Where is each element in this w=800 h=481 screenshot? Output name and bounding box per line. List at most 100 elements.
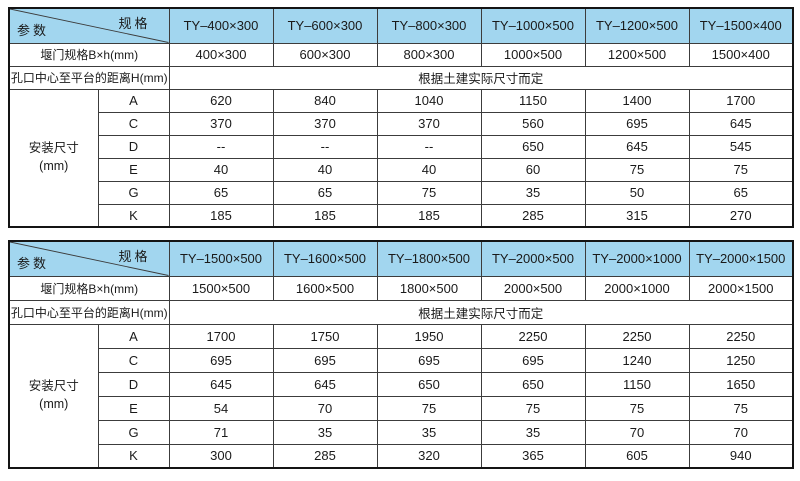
install-group-line2: (mm) bbox=[39, 158, 69, 173]
value-cell: 285 bbox=[480, 203, 586, 228]
install-row-K: K 185 185 185 285 315 270 bbox=[9, 203, 794, 228]
value-cell: 75 bbox=[376, 180, 482, 205]
value-cell: 75 bbox=[376, 395, 482, 421]
value-cell: 75 bbox=[480, 395, 586, 421]
value-cell: 840 bbox=[272, 88, 378, 113]
value-cell: 370 bbox=[376, 111, 482, 136]
install-group-line2: (mm) bbox=[39, 396, 69, 411]
param-key-cell: G bbox=[97, 419, 170, 445]
install-row-D: D -- -- -- 650 645 545 bbox=[9, 134, 794, 159]
param-key-cell: E bbox=[97, 395, 170, 421]
gate-spec-cell: 1200×500 bbox=[584, 42, 690, 67]
install-row-E: E 54 70 75 75 75 75 bbox=[9, 395, 794, 421]
param-key-cell: A bbox=[97, 323, 170, 349]
value-cell: -- bbox=[168, 134, 274, 159]
value-cell: 70 bbox=[688, 419, 794, 445]
param-key-cell: K bbox=[97, 443, 170, 469]
value-cell: 650 bbox=[480, 371, 586, 397]
column-header-model: TY–1600×500 bbox=[272, 240, 378, 277]
value-cell: 650 bbox=[480, 134, 586, 159]
param-key-cell: G bbox=[97, 180, 170, 205]
value-cell: 185 bbox=[272, 203, 378, 228]
value-cell: 560 bbox=[480, 111, 586, 136]
install-row-C: C 370 370 370 560 695 645 bbox=[9, 111, 794, 136]
value-cell: 75 bbox=[688, 157, 794, 182]
value-cell: 71 bbox=[168, 419, 274, 445]
diagonal-header-cell: 规格 参数 bbox=[8, 7, 170, 44]
value-cell: 370 bbox=[272, 111, 378, 136]
param-key-cell: D bbox=[97, 371, 170, 397]
gate-spec-row-label: 堰门规格B×h(mm) bbox=[8, 42, 170, 67]
diagonal-line bbox=[10, 242, 168, 275]
value-cell: 285 bbox=[272, 443, 378, 469]
value-cell: 40 bbox=[168, 157, 274, 182]
gate-spec-cell: 1800×500 bbox=[376, 275, 482, 301]
column-header-model: TY–2000×500 bbox=[480, 240, 586, 277]
value-cell: 365 bbox=[480, 443, 586, 469]
value-cell: 1750 bbox=[272, 323, 378, 349]
distance-row-label: 孔口中心至平台的距离H(mm) bbox=[8, 299, 170, 325]
gate-spec-cell: 2000×1500 bbox=[688, 275, 794, 301]
install-row-K: K 300 285 320 365 605 940 bbox=[9, 443, 794, 469]
column-header-model: TY–800×300 bbox=[376, 7, 482, 44]
value-cell: 605 bbox=[584, 443, 690, 469]
value-cell: 370 bbox=[168, 111, 274, 136]
value-cell: 70 bbox=[584, 419, 690, 445]
gate-spec-cell: 600×300 bbox=[272, 42, 378, 67]
gate-spec-cell: 1500×400 bbox=[688, 42, 794, 67]
column-header-model: TY–1800×500 bbox=[376, 240, 482, 277]
install-row-A: 安装尺寸 (mm) A 620 840 1040 1150 1400 1700 bbox=[8, 88, 794, 228]
spec-label: 规格 bbox=[118, 249, 151, 264]
value-cell: 320 bbox=[376, 443, 482, 469]
value-cell: 695 bbox=[272, 347, 378, 373]
value-cell: 50 bbox=[584, 180, 690, 205]
value-cell: 65 bbox=[168, 180, 274, 205]
install-row-D: D 645 645 650 650 1150 1650 bbox=[9, 371, 794, 397]
value-cell: -- bbox=[272, 134, 378, 159]
spec-table-upper: 规格 参数 TY–400×300 TY–600×300 TY–800×300 TY–1… bbox=[8, 7, 794, 228]
value-cell: 545 bbox=[688, 134, 794, 159]
value-cell: 2250 bbox=[480, 323, 586, 349]
value-cell: 620 bbox=[168, 88, 274, 113]
value-cell: 270 bbox=[688, 203, 794, 228]
value-cell: 650 bbox=[376, 371, 482, 397]
install-row-G: G 65 65 75 35 50 65 bbox=[9, 180, 794, 205]
value-cell: 1240 bbox=[584, 347, 690, 373]
value-cell: 1950 bbox=[376, 323, 482, 349]
value-cell: 645 bbox=[688, 111, 794, 136]
column-header-model: TY–1200×500 bbox=[584, 7, 690, 44]
value-cell: 60 bbox=[480, 157, 586, 182]
column-header-model: TY–1500×500 bbox=[168, 240, 274, 277]
install-row-A: 安装尺寸 (mm) A 1700 1750 1950 2250 2250 2250 bbox=[8, 323, 794, 469]
value-cell: 40 bbox=[376, 157, 482, 182]
column-header-model: TY–400×300 bbox=[168, 7, 274, 44]
install-group-line1: 安装尺寸 bbox=[28, 379, 79, 394]
value-cell: 65 bbox=[272, 180, 378, 205]
value-cell: 1150 bbox=[584, 371, 690, 397]
value-cell: 2250 bbox=[688, 323, 794, 349]
header-row: 规格 参数 TY–1500×500 TY–1600×500 TY–1800×500 T… bbox=[8, 240, 794, 277]
install-row-G: G 71 35 35 35 70 70 bbox=[9, 419, 794, 445]
param-key-cell: C bbox=[97, 111, 170, 136]
value-cell: 695 bbox=[480, 347, 586, 373]
distance-row: 孔口中心至平台的距离H(mm) 根据土建实际尺寸而定 bbox=[8, 65, 794, 90]
value-cell: 2250 bbox=[584, 323, 690, 349]
diagonal-header-cell: 规格 参数 bbox=[8, 240, 170, 277]
gate-spec-cell: 1000×500 bbox=[480, 42, 586, 67]
distance-row: 孔口中心至平台的距离H(mm) 根据土建实际尺寸而定 bbox=[8, 299, 794, 325]
param-key-cell: K bbox=[97, 203, 170, 228]
value-cell: 1400 bbox=[584, 88, 690, 113]
install-group-label: 安装尺寸 (mm) bbox=[8, 88, 99, 228]
gate-spec-cell: 2000×1000 bbox=[584, 275, 690, 301]
column-header-model: TY–2000×1500 bbox=[688, 240, 794, 277]
value-cell: 300 bbox=[168, 443, 274, 469]
value-cell: 185 bbox=[168, 203, 274, 228]
value-cell: 75 bbox=[584, 395, 690, 421]
spec-table-lower: 规格 参数 TY–1500×500 TY–1600×500 TY–1800×500 T… bbox=[8, 240, 794, 469]
value-cell: 695 bbox=[168, 347, 274, 373]
param-key-cell: E bbox=[97, 157, 170, 182]
value-cell: 185 bbox=[376, 203, 482, 228]
value-cell: 645 bbox=[272, 371, 378, 397]
param-label: 参数 bbox=[17, 255, 50, 271]
param-key-cell: A bbox=[97, 88, 170, 113]
